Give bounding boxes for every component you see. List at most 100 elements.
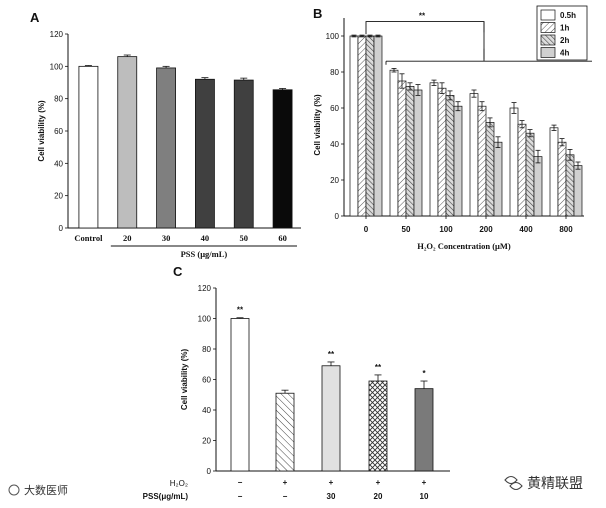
a-x-tick-label: 30 <box>162 233 171 243</box>
c-significance-label: * <box>422 369 426 378</box>
b-bar <box>565 154 575 217</box>
a-y-tick-label: 100 <box>50 62 64 71</box>
b-bar <box>413 89 423 217</box>
b-y-tick-label: 60 <box>330 104 339 113</box>
a-x-tick-label: 40 <box>201 233 210 243</box>
b-y-tick-label: 100 <box>326 32 340 41</box>
b-legend-swatch <box>540 9 556 21</box>
b-x-tick-label: 100 <box>439 225 453 234</box>
c-pss-value: − <box>238 492 243 501</box>
b-legend-label: 2h <box>560 36 569 45</box>
c-significance-label: ** <box>375 363 382 372</box>
c-h2o2-value: + <box>283 478 288 487</box>
a-bar <box>195 78 215 229</box>
b-legend-swatch <box>540 22 556 33</box>
c-pss-value: 20 <box>374 492 383 501</box>
panel-b-chart: 0 20 40 60 80 100 Cell viability (%) 0 50 100 200 4… <box>313 5 592 251</box>
watermark-right-text: 黄精联盟 <box>527 475 583 492</box>
b-bar <box>349 35 359 217</box>
b-bar <box>477 105 487 217</box>
b-bar <box>525 132 535 217</box>
c-y-axis-label: Cell viability (%) <box>180 348 189 410</box>
a-x-axis-label: PSS (μg/mL) <box>181 249 228 259</box>
a-bar <box>233 79 254 229</box>
c-significance-label: ** <box>237 306 244 315</box>
b-legend-swatch <box>540 47 556 58</box>
watermark-left-icon <box>8 484 20 496</box>
panel-a-chart: 0 20 40 60 80 100 120 Cell viability (%) Control… <box>37 30 301 259</box>
a-bar <box>78 65 99 229</box>
c-pss-value: 30 <box>327 492 336 501</box>
c-bar <box>414 388 434 472</box>
a-y-tick-label: 60 <box>54 127 63 136</box>
a-x-tick-label: 20 <box>123 233 132 243</box>
c-h2o2-value: + <box>376 478 381 487</box>
b-bar <box>557 141 567 217</box>
a-bar <box>117 56 138 229</box>
c-significance-label: ** <box>328 350 335 359</box>
a-x-tick-label: Control <box>74 233 103 243</box>
b-sig-bracket <box>365 21 485 35</box>
c-bar <box>230 318 250 472</box>
b-legend-label: 4h <box>560 49 569 58</box>
c-y-tick-label: 120 <box>198 284 212 293</box>
b-bar <box>405 86 415 217</box>
b-x-tick-label: 800 <box>559 225 573 234</box>
b-bar <box>357 35 367 217</box>
b-bar <box>469 93 479 217</box>
c-pss-value: − <box>283 492 288 501</box>
c-y-tick-label: 100 <box>198 315 212 324</box>
c-pss-value: 10 <box>420 492 429 501</box>
b-bar <box>549 127 559 217</box>
c-h2o2-value: − <box>238 478 243 487</box>
b-x-tick-label: 400 <box>519 225 533 234</box>
panel-c-chart: 0 20 40 60 80 100 120 Cell viability (%) ** − − + − *… <box>143 284 450 501</box>
b-bar <box>453 105 463 217</box>
b-y-tick-label: 40 <box>330 140 339 149</box>
b-bar <box>397 80 407 217</box>
b-significance-label: ** <box>419 12 426 21</box>
b-legend-swatch <box>540 34 556 46</box>
c-bar <box>275 392 295 472</box>
b-bar <box>389 69 399 217</box>
a-y-tick-label: 20 <box>54 192 63 201</box>
a-bar <box>272 89 293 229</box>
b-y-tick-label: 80 <box>330 68 339 77</box>
c-bar <box>368 380 388 472</box>
a-y-axis-label: Cell viability (%) <box>37 100 46 162</box>
c-pss-row-label: PSS(μg/mL) <box>143 492 189 501</box>
b-bar <box>533 156 543 217</box>
b-x-tick-label: 50 <box>402 225 411 234</box>
b-legend-label: 0.5h <box>560 11 576 20</box>
a-y-tick-label: 120 <box>50 30 64 39</box>
a-x-tick-label: 50 <box>240 233 249 243</box>
b-bar <box>365 35 375 217</box>
b-bar <box>493 141 503 217</box>
a-y-tick-label: 40 <box>54 159 63 168</box>
c-y-tick-label: 40 <box>202 406 211 415</box>
b-x-tick-label: 200 <box>479 225 493 234</box>
b-bar <box>437 87 447 217</box>
b-y-axis-label: Cell viability (%) <box>313 94 322 156</box>
watermark-right: 黄精联盟 <box>504 475 583 492</box>
c-h2o2-value: + <box>422 478 427 487</box>
wechat-icon <box>504 475 523 491</box>
b-x-tick-label: 0 <box>364 225 369 234</box>
b-y-tick-label: 0 <box>335 212 340 221</box>
c-y-tick-label: 80 <box>202 345 211 354</box>
b-bar <box>373 35 383 217</box>
watermark-left: 大数医师 <box>8 483 68 497</box>
b-bar <box>573 165 583 217</box>
panel-letter-c: C <box>173 264 183 279</box>
c-h2o2-row-label: H₂O₂ <box>170 479 188 488</box>
b-bar <box>517 123 527 217</box>
c-y-tick-label: 20 <box>202 437 211 446</box>
b-legend-label: 1h <box>560 24 569 33</box>
b-x-axis-label: H₂O₂ Concentration (μM) <box>417 241 511 251</box>
b-bar <box>445 95 455 217</box>
a-y-tick-label: 80 <box>54 95 63 104</box>
b-bar <box>485 122 495 217</box>
c-y-tick-label: 0 <box>207 467 212 476</box>
a-bar <box>156 67 176 229</box>
